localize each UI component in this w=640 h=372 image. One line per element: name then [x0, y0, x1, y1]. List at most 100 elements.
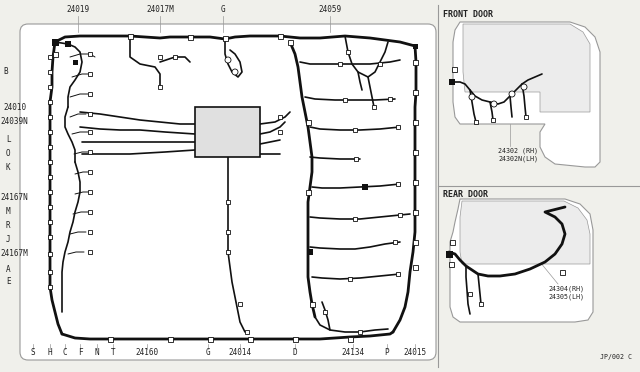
Bar — [396, 272, 400, 276]
Text: 24167M: 24167M — [0, 250, 28, 259]
Bar — [449, 240, 454, 244]
Bar — [248, 337, 253, 341]
Bar — [278, 115, 282, 119]
Bar — [48, 55, 52, 59]
Text: E: E — [6, 278, 11, 286]
Text: D: D — [292, 348, 298, 357]
Circle shape — [491, 101, 497, 107]
Bar — [393, 240, 397, 244]
Text: G: G — [205, 348, 211, 357]
Bar — [292, 337, 298, 341]
Text: L: L — [6, 135, 11, 144]
Bar — [51, 38, 58, 45]
Bar — [48, 130, 52, 134]
Bar — [396, 125, 400, 129]
Bar — [195, 107, 260, 157]
Bar — [358, 330, 362, 334]
Bar — [88, 190, 92, 194]
Bar — [413, 90, 417, 94]
Bar — [338, 62, 342, 66]
Circle shape — [509, 91, 515, 97]
Bar — [413, 209, 417, 215]
Bar — [479, 302, 483, 306]
Bar — [88, 130, 92, 134]
Bar — [48, 220, 52, 224]
Bar — [378, 62, 382, 66]
Bar — [48, 85, 52, 89]
Bar — [413, 180, 417, 185]
Bar — [88, 52, 92, 56]
Bar — [451, 67, 456, 71]
Text: G: G — [221, 5, 225, 14]
Text: J: J — [6, 234, 11, 244]
Bar — [48, 100, 52, 104]
Polygon shape — [463, 24, 590, 112]
Bar — [559, 269, 564, 275]
Bar — [278, 33, 282, 38]
Text: A: A — [6, 264, 11, 273]
Bar — [127, 33, 132, 38]
Text: T: T — [111, 348, 115, 357]
Bar — [88, 150, 92, 154]
Bar — [524, 115, 528, 119]
Bar — [158, 55, 162, 59]
Bar — [207, 337, 212, 341]
Text: 24039N: 24039N — [0, 118, 28, 126]
Bar — [48, 145, 52, 149]
Bar — [353, 217, 357, 221]
Bar — [158, 85, 162, 89]
Circle shape — [469, 94, 475, 100]
Bar — [362, 184, 368, 190]
Bar — [226, 200, 230, 204]
Bar — [168, 337, 173, 341]
Text: H: H — [48, 348, 52, 357]
Text: 24017M: 24017M — [146, 5, 174, 14]
Bar — [354, 157, 358, 161]
Bar — [48, 115, 52, 119]
Bar — [108, 337, 113, 341]
Bar — [353, 128, 357, 132]
Text: 24134: 24134 — [341, 348, 365, 357]
Bar — [72, 60, 77, 64]
Text: C: C — [63, 348, 67, 357]
Circle shape — [232, 69, 238, 75]
Text: FRONT DOOR: FRONT DOOR — [443, 10, 493, 19]
Bar — [48, 160, 52, 164]
Bar — [305, 189, 310, 195]
Bar — [88, 112, 92, 116]
Text: 24010: 24010 — [3, 103, 26, 112]
Bar — [52, 51, 58, 57]
Text: R: R — [6, 221, 11, 230]
Bar — [398, 213, 402, 217]
Bar — [307, 249, 313, 255]
Bar — [413, 150, 417, 154]
Bar — [413, 119, 417, 125]
Bar — [474, 120, 478, 124]
Bar — [226, 250, 230, 254]
Polygon shape — [453, 22, 600, 167]
Text: P: P — [385, 348, 389, 357]
Bar — [88, 250, 92, 254]
Text: 24059: 24059 — [319, 5, 342, 14]
Bar — [413, 60, 417, 64]
Bar — [48, 175, 52, 179]
Text: 24302 (RH)
24302N(LH): 24302 (RH) 24302N(LH) — [498, 148, 538, 162]
Bar — [48, 285, 52, 289]
Bar — [413, 44, 417, 48]
Bar — [48, 270, 52, 274]
Bar — [343, 98, 347, 102]
FancyBboxPatch shape — [20, 24, 436, 360]
Polygon shape — [460, 201, 590, 264]
Bar — [346, 50, 350, 54]
Bar — [65, 41, 71, 47]
Bar — [348, 337, 353, 341]
Bar — [48, 70, 52, 74]
Bar — [372, 105, 376, 109]
Text: O: O — [6, 150, 11, 158]
Text: REAR DOOR: REAR DOOR — [443, 190, 488, 199]
Bar — [88, 170, 92, 174]
Bar — [88, 72, 92, 76]
Text: 24019: 24019 — [67, 5, 90, 14]
Bar — [48, 205, 52, 209]
Text: 24160: 24160 — [136, 348, 159, 357]
